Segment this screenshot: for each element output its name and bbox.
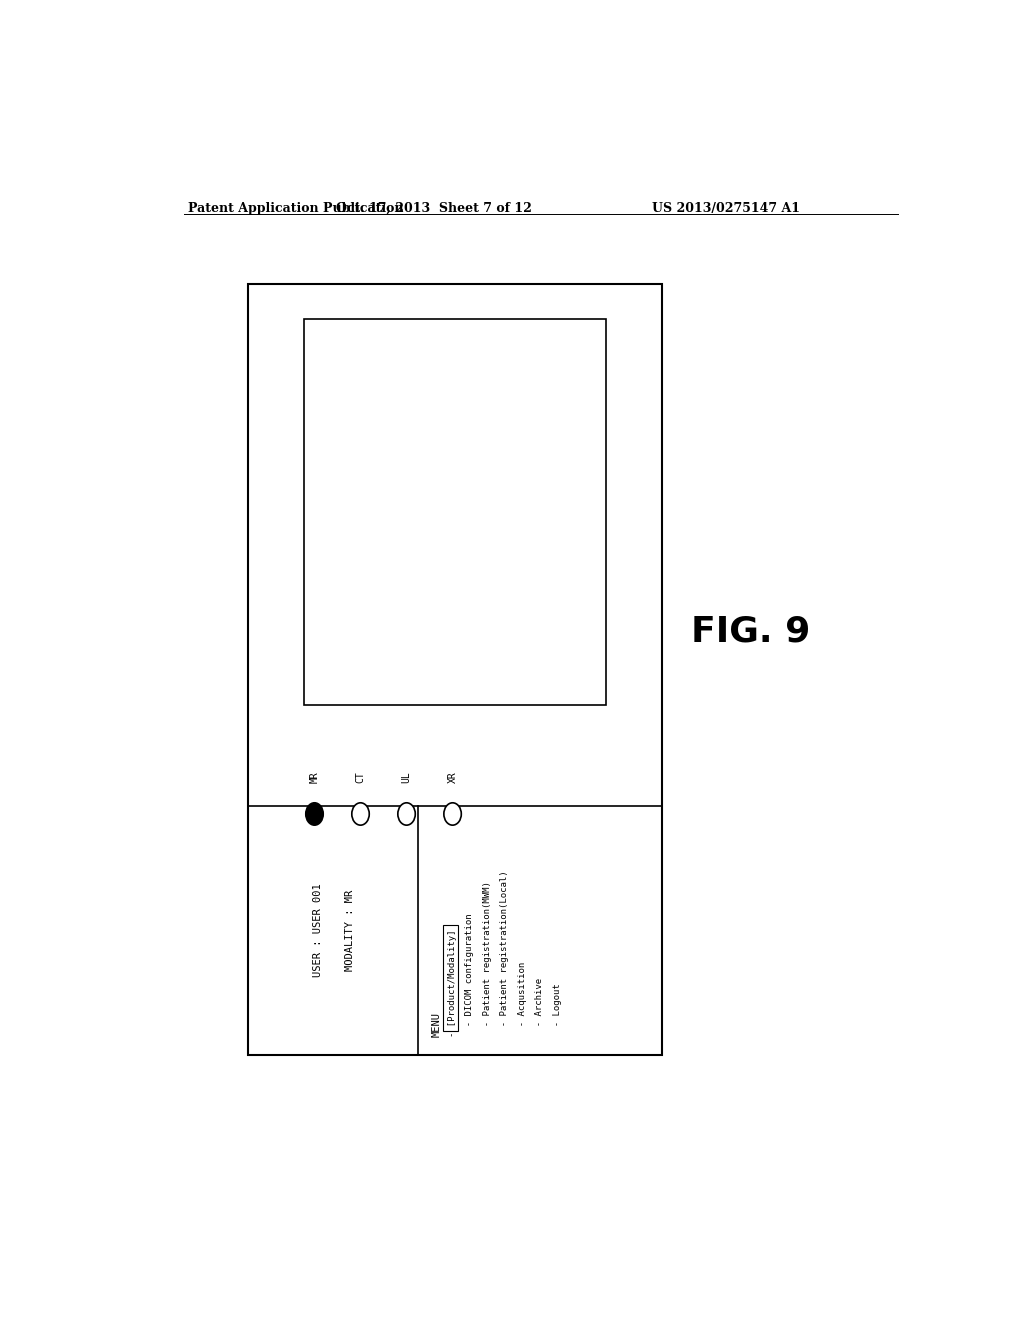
Text: - [Product/Modality]: - [Product/Modality] <box>447 929 457 1036</box>
Bar <box>304 319 606 705</box>
Text: MENU: MENU <box>432 1011 442 1036</box>
Text: - Archive: - Archive <box>536 977 544 1036</box>
Text: US 2013/0275147 A1: US 2013/0275147 A1 <box>652 202 800 215</box>
Bar <box>248 284 663 1055</box>
Text: Oct. 17, 2013  Sheet 7 of 12: Oct. 17, 2013 Sheet 7 of 12 <box>336 202 531 215</box>
Text: - DICOM configuration: - DICOM configuration <box>465 913 474 1036</box>
Circle shape <box>306 803 324 825</box>
Text: USER : USER 001: USER : USER 001 <box>313 883 324 977</box>
Text: MR: MR <box>309 772 319 784</box>
Circle shape <box>443 803 461 825</box>
Text: - Patient registration(MWM): - Patient registration(MWM) <box>482 880 492 1036</box>
Text: UL: UL <box>401 772 412 784</box>
Text: FIG. 9: FIG. 9 <box>691 614 811 648</box>
Text: MODALITY : MR: MODALITY : MR <box>345 890 355 972</box>
Text: XR: XR <box>447 772 458 784</box>
Bar <box>443 925 458 1031</box>
Text: - Logout: - Logout <box>553 983 561 1036</box>
Circle shape <box>352 803 370 825</box>
Text: - Patient registration(Local): - Patient registration(Local) <box>500 870 509 1036</box>
Text: - Acqusition: - Acqusition <box>518 961 526 1036</box>
Circle shape <box>397 803 416 825</box>
Text: Patent Application Publication: Patent Application Publication <box>187 202 403 215</box>
Text: CT: CT <box>355 772 366 784</box>
